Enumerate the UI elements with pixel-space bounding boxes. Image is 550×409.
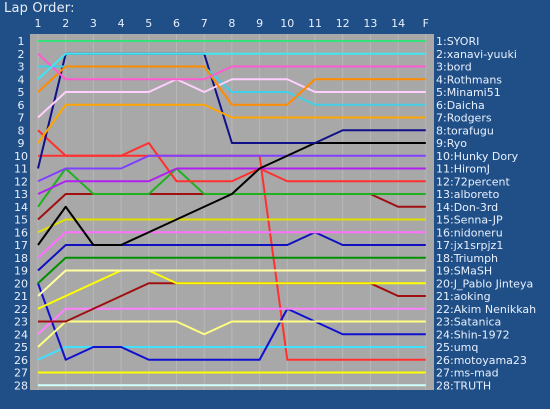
y-tick-label: 21 [14, 290, 28, 303]
series-line [37, 154, 426, 183]
y-tick-label: 20 [14, 277, 28, 290]
y-tick-label: 6 [18, 99, 25, 112]
y-tick-label: 8 [18, 124, 25, 137]
series-label: 17:jx1srpjz1 [436, 239, 503, 252]
x-tick-label: 8 [228, 17, 235, 30]
y-tick-label: 23 [14, 316, 28, 329]
y-tick-label: 5 [18, 86, 25, 99]
y-tick-label: 17 [14, 239, 28, 252]
series-label: 9:Ryo [436, 137, 467, 150]
series-line [37, 52, 426, 80]
x-tick-label: 6 [173, 17, 180, 30]
y-tick-label: 24 [14, 328, 28, 341]
x-tick-label: 10 [280, 17, 294, 30]
series-line [37, 218, 426, 234]
series-label: 4:Rothmans [436, 73, 502, 86]
series-line [37, 142, 426, 246]
series-label: 1:SYORI [436, 35, 479, 48]
series-label: 24:Shin-1972 [436, 328, 510, 341]
series-label: 19:SMaSH [436, 265, 492, 278]
series-label: 16:nidoneru [436, 226, 503, 239]
series-label: 22:Akim Nenikkah [436, 303, 536, 316]
series-label: 18:Triumph [436, 252, 498, 265]
x-tick-labels: 1 2 3 4 5 6 7 8 9 10 11 12 13 14 F [35, 17, 429, 30]
x-tick-label: 7 [201, 17, 208, 30]
y-tick-label: 22 [14, 303, 28, 316]
series-label: 15:Senna-JP [436, 214, 503, 227]
y-tick-label: 3 [18, 61, 25, 74]
y-tick-label: 1 [18, 35, 25, 48]
series-line [37, 307, 426, 335]
x-tick-label: 12 [336, 17, 350, 30]
series-line [37, 256, 426, 284]
y-tick-labels: 1234567891011121314151617181920212223242… [14, 35, 28, 392]
y-tick-label: 27 [14, 367, 28, 380]
series-line [37, 167, 426, 195]
y-tick-label: 9 [18, 137, 25, 150]
series-label: 26:motoyama23 [436, 354, 527, 367]
series-label: 5:Minami51 [436, 86, 501, 99]
series-line [37, 282, 426, 361]
x-tick-label: 13 [363, 17, 377, 30]
series-line [37, 78, 426, 119]
y-tick-label: 15 [14, 214, 28, 227]
x-tick-label: F [423, 17, 429, 30]
y-tick-label: 13 [14, 188, 28, 201]
series-line [37, 269, 426, 310]
series-label: 27:ms-mad [436, 367, 499, 380]
series-label: 13:alboreto [436, 188, 500, 201]
series-label: 12:72percent [436, 175, 511, 188]
y-tick-label: 11 [14, 163, 28, 176]
series-label: 23:Satanica [436, 316, 501, 329]
series-line [37, 53, 426, 81]
y-tick-label: 2 [18, 48, 25, 61]
series-line [37, 269, 426, 297]
x-tick-label: 1 [35, 17, 42, 30]
y-tick-label: 18 [14, 252, 28, 265]
y-tick-label: 7 [18, 112, 25, 125]
series-line [37, 320, 426, 348]
series-line [37, 103, 426, 144]
series-label: 11:HiromJ [436, 163, 490, 176]
x-tick-label: 11 [308, 17, 322, 30]
x-tick-label: 2 [62, 17, 69, 30]
y-tick-label: 12 [14, 175, 28, 188]
series-label: 8:torafugu [436, 124, 494, 137]
series-label: 14:Don-3rd [436, 201, 498, 214]
series-label: 2:xanavi-yuuki [436, 48, 517, 61]
series-line [38, 142, 426, 183]
series-label: 20:J_Pablo Jinteya [436, 277, 533, 290]
y-tick-label: 19 [14, 265, 28, 278]
x-tick-label: 14 [391, 17, 405, 30]
y-tick-label: 4 [18, 73, 25, 86]
x-tick-label: 5 [145, 17, 152, 30]
y-tick-label: 16 [14, 226, 28, 239]
series-label: 25:umq [436, 341, 478, 354]
page-title: Lap Order: [4, 1, 75, 16]
y-tick-label: 28 [14, 379, 28, 392]
series-label: 3:bord [436, 61, 472, 74]
x-tick-label: 4 [118, 17, 125, 30]
series-line [37, 65, 426, 106]
series-labels: 1:SYORI2:xanavi-yuuki3:bord4:Rothmans5:M… [436, 35, 536, 392]
series-label: 21:aoking [436, 290, 491, 303]
y-tick-label: 25 [14, 341, 28, 354]
y-tick-label: 26 [14, 354, 28, 367]
series-lines [37, 40, 426, 387]
series-label: 6:Daicha [436, 99, 485, 112]
x-tick-label: 3 [90, 17, 97, 30]
y-tick-label: 10 [14, 150, 28, 163]
series-line [37, 231, 426, 259]
series-label: 10:Hunky Dory [436, 150, 519, 163]
y-tick-label: 14 [14, 201, 28, 214]
grid-lines [37, 34, 427, 390]
series-label: 28:TRUTH [436, 379, 491, 392]
x-tick-label: 9 [256, 17, 263, 30]
series-label: 7:Rodgers [436, 112, 492, 125]
